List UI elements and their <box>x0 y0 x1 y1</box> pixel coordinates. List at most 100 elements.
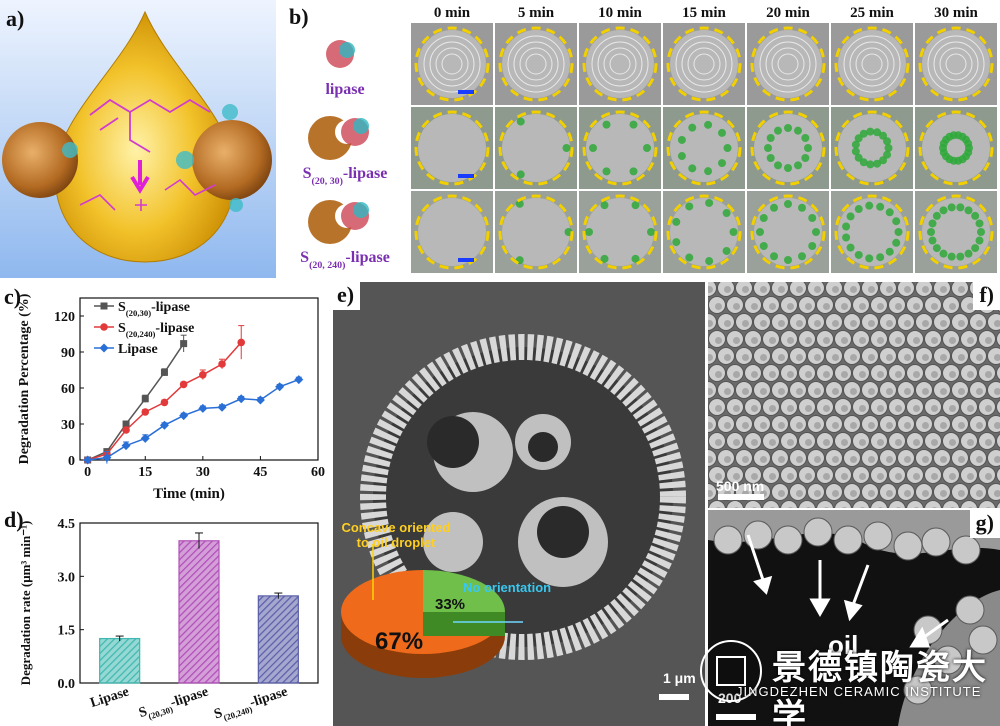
micrograph-cell <box>915 191 997 273</box>
y-tick-label: 60 <box>61 382 75 397</box>
row-label: lipase <box>325 81 364 98</box>
y-tick-label: 0 <box>68 454 75 469</box>
product-molecules <box>79 178 216 211</box>
data-point <box>100 323 108 331</box>
data-point <box>160 398 169 407</box>
legend-label: S(20,30)-lipase <box>118 300 190 318</box>
pie-slice-no-orientation <box>423 570 505 612</box>
bar <box>99 637 141 684</box>
row-label: S(20, 240)-lipase <box>300 249 390 271</box>
data-point <box>179 380 188 389</box>
particle-right <box>192 120 272 200</box>
y-tick-label: 1.5 <box>58 624 76 639</box>
sem-ring-image <box>333 282 705 726</box>
watermark-chinese: 景德镇陶瓷大学 <box>772 648 988 726</box>
panel-c-degradation-chart: 0 15 30 45 60 0 30 60 90 120 Time (min) Degradation… <box>0 282 330 502</box>
y-tick-label: 0.0 <box>58 677 76 692</box>
legend-label: S(20,240)-lipase <box>118 321 194 339</box>
data-point <box>122 426 130 434</box>
panel-e-sem-image: e) Concave oriented to oil droplet No or… <box>333 282 705 726</box>
micrograph-cell <box>579 191 661 273</box>
data-point <box>198 403 208 413</box>
time-label: 15 min <box>682 5 726 21</box>
x-tick-label: 30 <box>196 465 210 480</box>
data-point <box>180 340 188 348</box>
panel-label-b: b) <box>289 4 309 29</box>
data-point <box>141 408 150 416</box>
x-category-label: Lipase <box>89 685 131 712</box>
scale-bar-f <box>718 494 764 500</box>
microscopy-grid: 0 min 5 min 10 min 15 min 20 min 25 min 30 min… <box>300 5 997 273</box>
scale-bar-e <box>659 694 689 700</box>
bar <box>257 595 299 684</box>
pie-label-no-orientation: No orientation <box>463 580 552 595</box>
time-label: 10 min <box>598 5 642 21</box>
micrograph-cell <box>915 23 997 105</box>
x-axis-label: Time (min) <box>153 486 225 502</box>
micrograph-cell <box>663 191 745 273</box>
micrograph-cell <box>831 191 913 273</box>
x-category-label: S(20,240)-lipase <box>212 685 290 726</box>
data-point <box>275 382 285 392</box>
panel-b-microscopy-series: b) 0 min 5 min 10 min 15 min 20 min 25 min 30 … <box>285 0 1000 278</box>
watermark-english: JINGDEZHEN CERAMIC INSTITUTE <box>736 684 982 699</box>
micrograph-cell <box>663 107 745 189</box>
data-point <box>159 420 169 430</box>
orientation-pie-chart <box>341 570 505 678</box>
micrograph-cell <box>747 23 829 105</box>
data-point <box>199 371 207 379</box>
time-label: 20 min <box>766 5 810 21</box>
y-axis-label: Degradation rate (μm³ min⁻¹) <box>18 521 33 686</box>
degradation-line-chart: 0 15 30 45 60 0 30 60 90 120 Time (min) Degradation… <box>17 293 325 502</box>
plot-frame <box>79 297 319 461</box>
institute-seal <box>700 640 762 702</box>
particle-left <box>2 122 78 198</box>
panel-label-a: a) <box>6 6 25 31</box>
scale-bar-g <box>716 714 756 720</box>
x-tick-label: 60 <box>311 465 325 480</box>
sem-interface-image <box>708 510 1000 726</box>
micrograph-cell <box>411 107 493 189</box>
panel-label-f: f) <box>973 282 1000 310</box>
sem-particle-field <box>708 282 1000 508</box>
series-line <box>87 378 300 461</box>
time-label: 25 min <box>850 5 894 21</box>
x-tick-label: 0 <box>84 465 91 480</box>
degradation-rate-bar-chart: 0.0 1.5 3.0 4.5 Degradation rate (μm³ min⁻¹)… <box>18 517 319 726</box>
y-axis-label: Degradation Percentage (%) <box>17 293 32 464</box>
y-tick-label: 120 <box>54 310 75 325</box>
data-point <box>218 360 226 368</box>
data-point <box>217 402 227 412</box>
time-label: 5 min <box>518 5 555 21</box>
micrograph-cell <box>579 23 661 105</box>
data-point <box>83 455 93 465</box>
data-point <box>294 375 304 385</box>
panel-f-sem-image: f) 500 nm <box>708 282 1000 508</box>
sem-particles-image <box>708 282 1000 508</box>
data-point <box>141 395 149 403</box>
micrograph-cell <box>747 191 829 273</box>
row-illustration <box>308 116 369 160</box>
legend-label: Lipase <box>118 342 158 357</box>
micrograph-cell <box>579 107 661 189</box>
data-point <box>179 411 189 421</box>
micrograph-cell <box>831 107 913 189</box>
micrograph-cell <box>747 107 829 189</box>
panel-label-c: c) <box>4 284 22 309</box>
data-point <box>255 395 265 405</box>
row-illustration <box>308 200 369 244</box>
panel-d-rate-chart: 0.0 1.5 3.0 4.5 Degradation rate (μm³ min⁻¹)… <box>0 505 330 726</box>
oil-droplet <box>54 10 236 263</box>
micrograph-cell <box>915 107 997 189</box>
micrograph-cell <box>495 23 577 105</box>
data-point <box>99 343 109 353</box>
data-point <box>237 338 246 347</box>
micrograph-cell <box>831 23 913 105</box>
y-tick-label: 30 <box>61 418 75 433</box>
series-2: Lipase <box>83 342 304 465</box>
data-point <box>160 368 168 376</box>
micrograph-cell <box>411 191 493 273</box>
pie-label-oriented: Concave oriented to oil droplet <box>341 520 451 550</box>
bar <box>178 540 220 684</box>
panel-label-g: g) <box>969 510 1000 538</box>
